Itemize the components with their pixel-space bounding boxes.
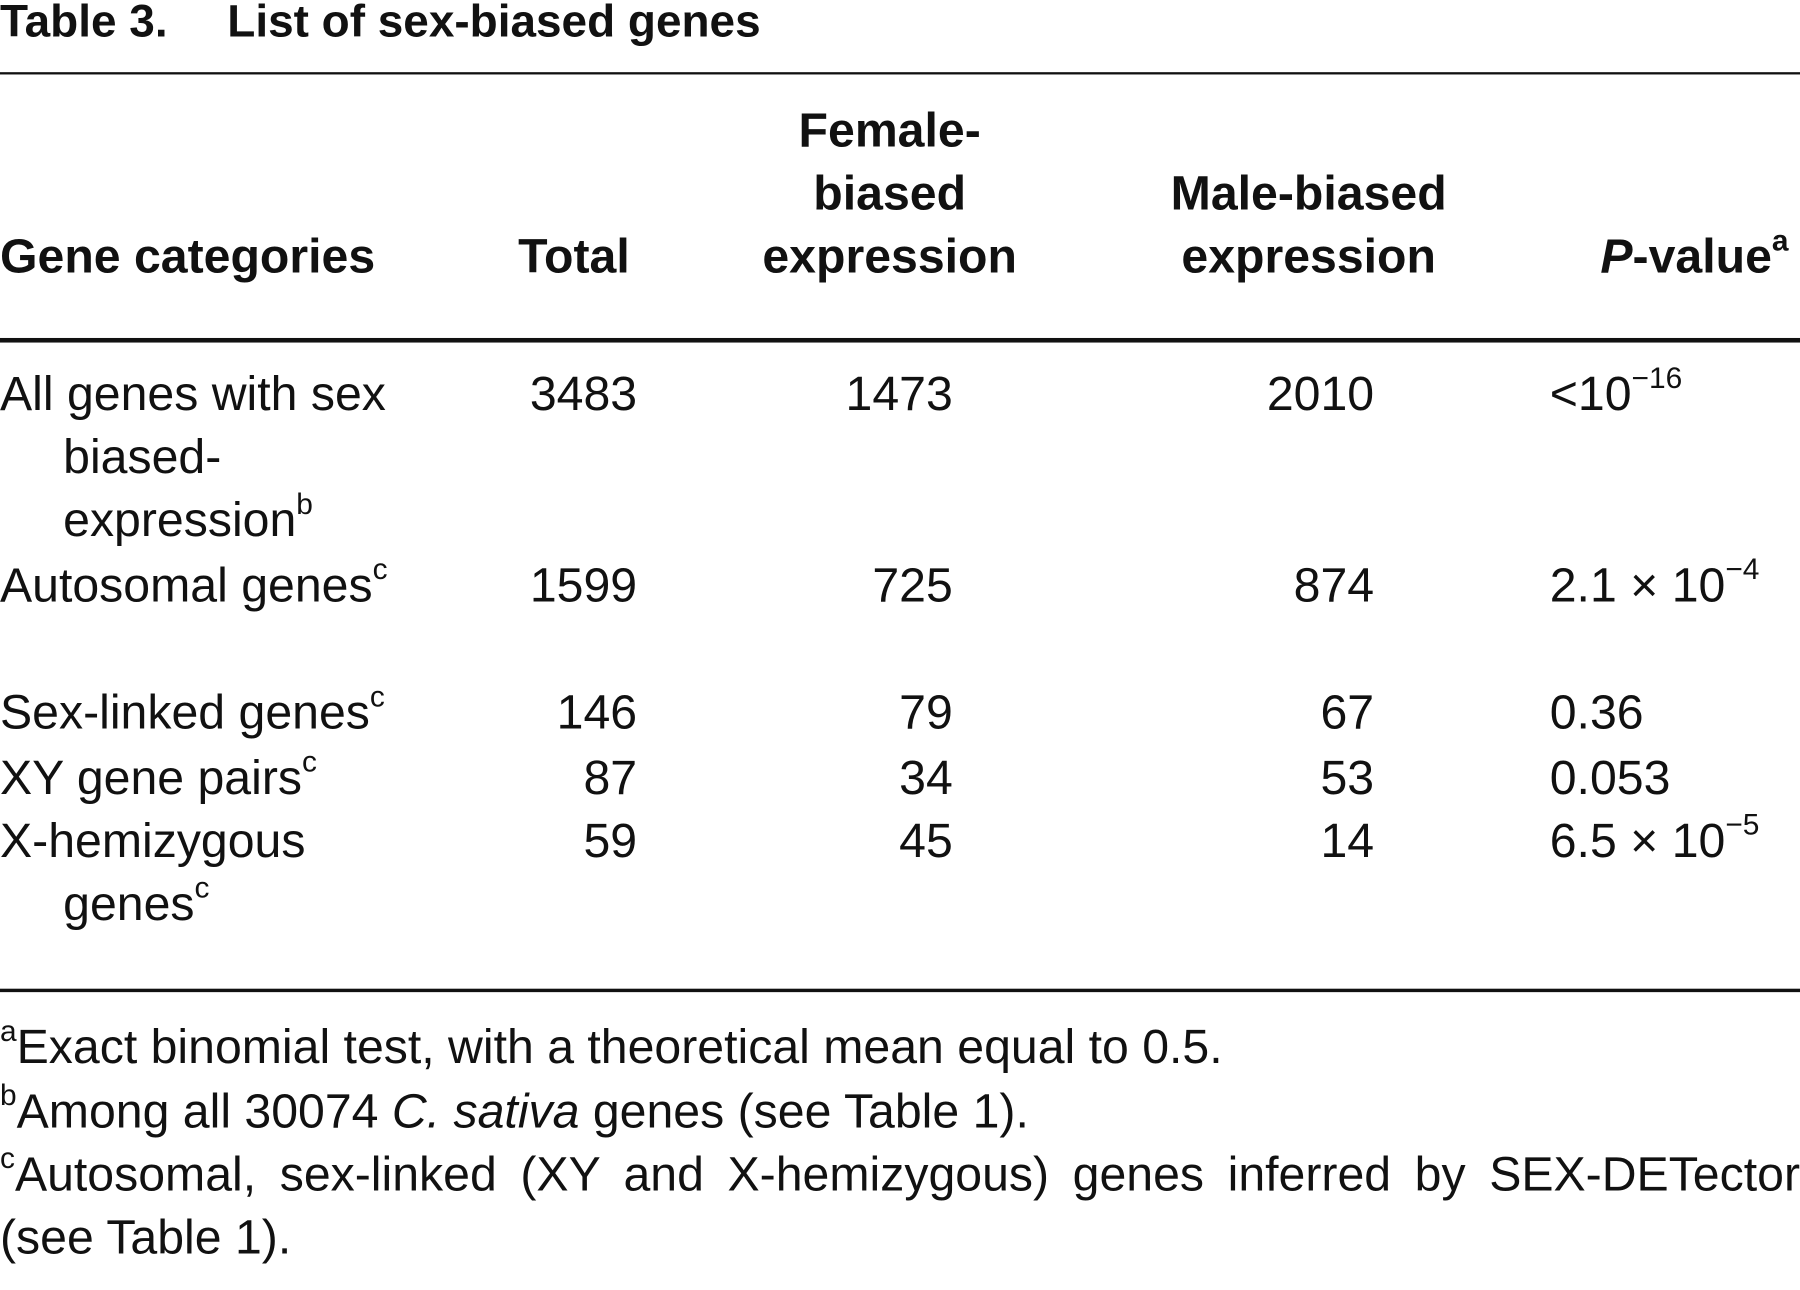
row-label: Autosomal genesc [0,553,408,616]
cell-number: 53 [1320,750,1375,805]
cell-number: 1473 [845,366,953,421]
p-value-exponent: −4 [1725,551,1760,586]
cell-number: 59 [583,813,638,868]
footnote-mark: c [369,678,385,714]
column-header: Female-biased expression [762,103,1017,283]
p-value-base: <10 [1549,366,1632,421]
cell-number: 34 [899,750,953,805]
footnote-mark: a [1771,222,1789,258]
cell-number: 45 [899,813,953,868]
footnote: cAutosomal, sex-linked (XY and X-hemizyg… [0,1142,1800,1268]
row-label-text: All genes with sex biased-expression [0,366,386,547]
title-text: List of sex-biased genes [227,0,761,47]
footnote-mark: c [0,1140,15,1175]
cell-number: 2010 [1266,366,1375,421]
p-value-base: 2.1 × 10 [1549,557,1726,612]
p-value-exponent: −5 [1725,807,1760,842]
footnote-mark: c [302,744,317,779]
cell-number: 87 [583,750,638,805]
footnote: aExact binomial test, with a theoretical… [0,1015,1800,1078]
p-value: 0.053 [1549,750,1671,805]
title-label: Table 3. [0,0,168,47]
footnote-mark: c [372,551,388,586]
column-header: P-valuea [1492,225,1788,288]
footnote: bAmong all 30074 C. sativa genes (see Ta… [0,1079,1800,1142]
row-label: Sex-linked genesc [0,681,408,744]
footnote-text: Autosomal, sex-linked (XY and X-hemizygo… [0,1146,1800,1264]
row-label-text: Sex-linked genes [0,685,370,739]
footnote-text: Among all 30074 [16,1083,392,1138]
header-rule [0,337,1800,343]
table-title: Table 3. List of sex-biased genes [0,0,761,54]
cell-number: 725 [872,557,953,612]
cell-number: 1599 [529,557,638,612]
row-label-text: Autosomal genes [0,557,373,612]
bottom-rule [0,988,1800,993]
top-rule [0,72,1800,75]
p-value: 6.5 × 10−5 [1550,809,1760,872]
cell-number: 874 [1293,557,1375,612]
footnote-italic: C. sativa [391,1083,580,1138]
footnote-text: Exact binomial test, with a theoretical … [16,1019,1223,1074]
row-label: X-hemizygous genesc [0,809,408,935]
p-value: <10−16 [1550,362,1682,425]
column-header: Gene categories [0,229,376,283]
p-value: 0.36 [1549,685,1644,739]
row-label-text: X-hemizygous genes [0,813,306,931]
row-label-text: XY gene pairs [0,750,303,805]
footnote-text: genes (see Table 1). [579,1083,1029,1138]
header-text: -value [1632,229,1772,283]
column-header: Total [518,229,630,283]
column-header: Male-biased expression [1170,166,1447,283]
footnote-mark: c [194,870,210,905]
header-italic: P [1600,229,1633,283]
p-value-exponent: −16 [1631,360,1683,395]
row-label: All genes with sex biased-expressionb [0,362,408,551]
footnote-mark: b [0,1077,17,1112]
cell-number: 67 [1320,685,1375,739]
cell-number: 146 [556,685,638,739]
cell-number: 14 [1320,813,1375,868]
footnote-mark: b [296,486,313,521]
cell-number: 79 [899,685,953,739]
p-value: 2.1 × 10−4 [1550,553,1760,616]
p-value-base: 6.5 × 10 [1549,813,1726,868]
footnote-mark: a [0,1013,17,1048]
cell-number: 3483 [529,366,638,421]
row-label: XY gene pairsc [0,746,408,809]
